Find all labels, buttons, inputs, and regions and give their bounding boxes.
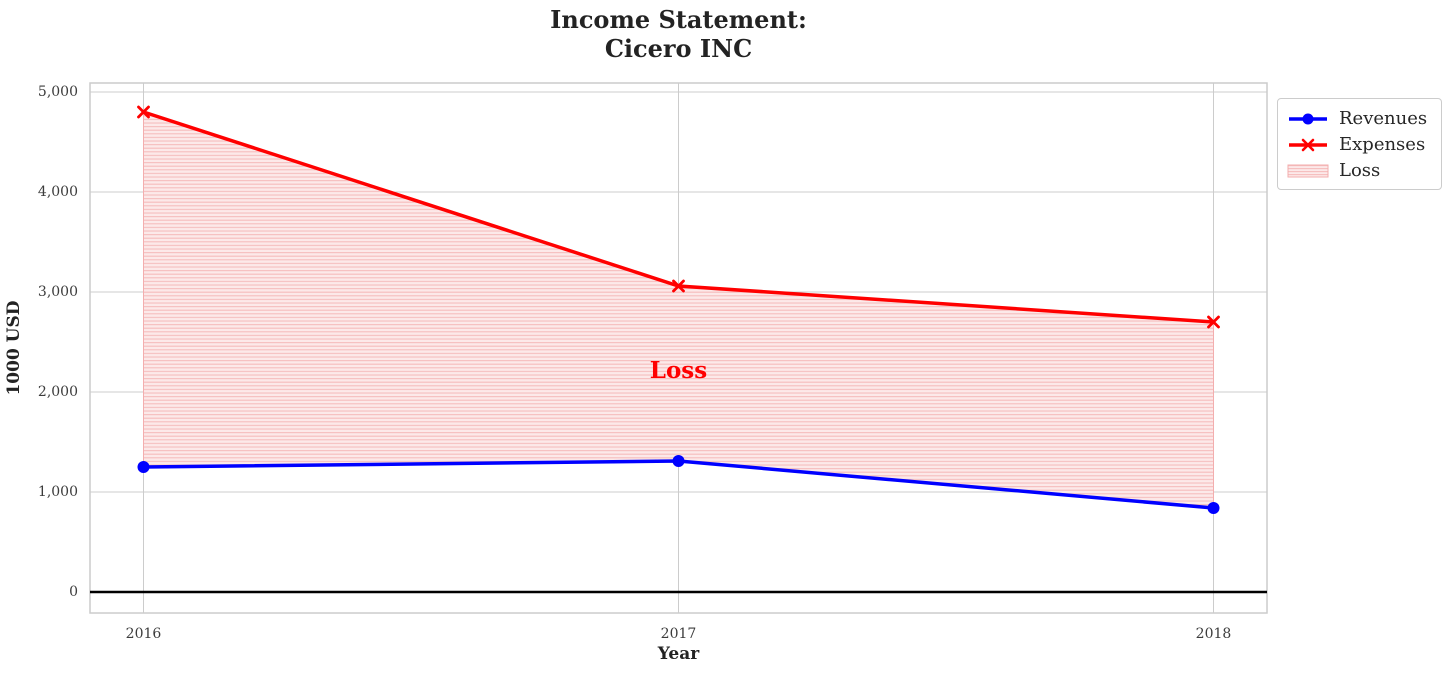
y-axis-label: 1000 USD — [4, 300, 24, 396]
legend-label-revenues: Revenues — [1339, 108, 1428, 129]
y-tick-label: 5,000 — [37, 84, 78, 100]
expenses-line-marker-icon — [1287, 136, 1329, 154]
loss-patch-icon — [1287, 162, 1329, 180]
x-tick-label: 2017 — [660, 626, 697, 642]
revenues-line-marker-icon — [1287, 110, 1329, 128]
chart-title-line2: Cicero INC — [604, 34, 753, 63]
legend-label-loss: Loss — [1339, 160, 1381, 181]
x-tick-label: 2016 — [125, 626, 162, 642]
legend: Revenues Expenses Loss — [1277, 98, 1442, 190]
legend-item-loss: Loss — [1287, 158, 1437, 184]
x-tick-label: 2018 — [1195, 626, 1232, 642]
legend-item-revenues: Revenues — [1287, 106, 1437, 132]
legend-label-expenses: Expenses — [1339, 134, 1426, 155]
chart-title-line1: Income Statement: — [550, 5, 807, 34]
x-axis-label: Year — [657, 644, 700, 664]
y-tick-label: 2,000 — [37, 384, 78, 400]
y-tick-label: 0 — [69, 584, 78, 600]
legend-item-expenses: Expenses — [1287, 132, 1437, 158]
y-tick-label: 3,000 — [37, 284, 78, 300]
chart-title: Income Statement: Cicero INC — [90, 5, 1267, 63]
loss-annotation: Loss — [649, 357, 708, 384]
y-tick-label: 1,000 — [37, 484, 78, 500]
y-tick-label: 4,000 — [37, 184, 78, 200]
